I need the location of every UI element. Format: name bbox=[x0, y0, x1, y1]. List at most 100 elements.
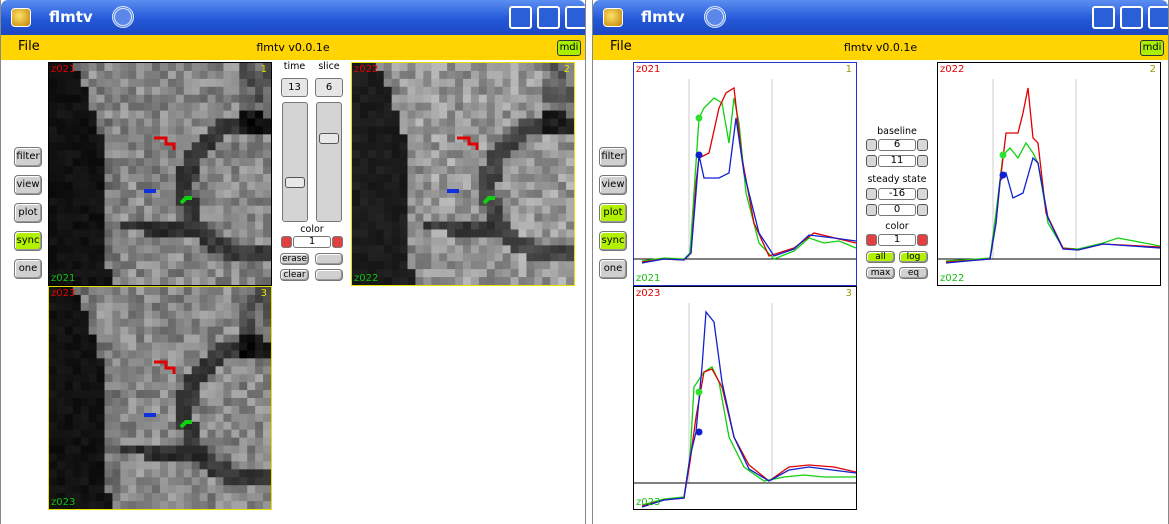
pixel bbox=[431, 261, 439, 269]
pixel bbox=[105, 430, 113, 438]
arrow-left[interactable] bbox=[281, 236, 292, 248]
arrow-right[interactable] bbox=[917, 204, 928, 216]
log-button[interactable]: log bbox=[899, 251, 928, 263]
side-button[interactable]: plot bbox=[14, 203, 42, 223]
pixel bbox=[263, 79, 271, 87]
clear-button[interactable]: clear bbox=[280, 269, 309, 281]
arrow-right[interactable] bbox=[917, 155, 928, 167]
pixel bbox=[511, 103, 519, 111]
pixel bbox=[471, 174, 479, 182]
pixel bbox=[105, 166, 113, 174]
side-button[interactable]: one bbox=[14, 259, 42, 279]
close-button[interactable] bbox=[565, 6, 586, 29]
pixel bbox=[160, 477, 168, 485]
arrow-left[interactable] bbox=[866, 204, 877, 216]
arrow-left[interactable] bbox=[866, 188, 877, 200]
pixel bbox=[463, 206, 471, 214]
pixel bbox=[239, 206, 247, 214]
pixel bbox=[112, 269, 120, 277]
side-button[interactable]: plot bbox=[599, 203, 627, 223]
pixel bbox=[487, 206, 495, 214]
slider-thumb[interactable] bbox=[319, 133, 339, 144]
pixel bbox=[120, 295, 128, 303]
all-button[interactable]: all bbox=[866, 251, 895, 263]
side-button[interactable]: one bbox=[599, 259, 627, 279]
slider-track[interactable] bbox=[316, 102, 342, 222]
pixel bbox=[360, 214, 368, 222]
blank-button[interactable] bbox=[315, 253, 343, 265]
arrow-left[interactable] bbox=[866, 234, 877, 246]
side-button[interactable]: filter bbox=[599, 147, 627, 167]
pixel bbox=[368, 119, 376, 127]
erase-button[interactable]: erase bbox=[280, 253, 309, 265]
pixel bbox=[239, 79, 247, 87]
value-box[interactable]: 11 bbox=[878, 155, 916, 167]
minimize-button[interactable] bbox=[509, 6, 532, 29]
mdi-button[interactable]: mdi bbox=[1140, 40, 1164, 56]
pixel bbox=[376, 214, 384, 222]
pixel bbox=[231, 374, 239, 382]
side-button[interactable]: view bbox=[599, 175, 627, 195]
pixel bbox=[503, 206, 511, 214]
pixel bbox=[152, 350, 160, 358]
eq-button[interactable]: eq bbox=[899, 267, 928, 279]
pixel bbox=[479, 174, 487, 182]
pixel bbox=[408, 150, 416, 158]
value-box[interactable]: -16 bbox=[878, 188, 916, 200]
side-button[interactable]: sync bbox=[599, 231, 627, 251]
value-box[interactable]: 1 bbox=[293, 236, 331, 248]
slider-thumb[interactable] bbox=[285, 177, 305, 188]
arrow-left[interactable] bbox=[866, 139, 877, 151]
value-box[interactable]: 13 bbox=[281, 78, 308, 97]
blank-button[interactable] bbox=[315, 269, 343, 281]
value-box[interactable]: 6 bbox=[315, 78, 343, 97]
pixel bbox=[57, 438, 65, 446]
pixel bbox=[105, 446, 113, 454]
pixel bbox=[89, 382, 97, 390]
arrow-right[interactable] bbox=[917, 234, 928, 246]
pixel bbox=[526, 190, 534, 198]
side-button[interactable]: sync bbox=[14, 231, 42, 251]
spiral-icon[interactable] bbox=[704, 6, 726, 28]
maximize-button[interactable] bbox=[537, 6, 560, 29]
minimize-button[interactable] bbox=[1092, 6, 1115, 29]
value-box[interactable]: 1 bbox=[878, 234, 916, 246]
pixel bbox=[542, 222, 550, 230]
side-button[interactable]: filter bbox=[14, 147, 42, 167]
pixel bbox=[415, 79, 423, 87]
pixel bbox=[152, 103, 160, 111]
pixel bbox=[105, 87, 113, 95]
pixel bbox=[263, 119, 271, 127]
pixel bbox=[439, 174, 447, 182]
pixel bbox=[128, 158, 136, 166]
pixel bbox=[136, 79, 144, 87]
value-box[interactable]: 6 bbox=[878, 139, 916, 151]
arrow-right[interactable] bbox=[917, 188, 928, 200]
pixel bbox=[352, 198, 360, 206]
mdi-button[interactable]: mdi bbox=[557, 40, 581, 56]
arrow-right[interactable] bbox=[917, 139, 928, 151]
arrow-right[interactable] bbox=[332, 236, 343, 248]
arrow-left[interactable] bbox=[866, 155, 877, 167]
slider-track[interactable] bbox=[282, 102, 308, 222]
pixel bbox=[392, 87, 400, 95]
pixel bbox=[495, 134, 503, 142]
spiral-icon[interactable] bbox=[112, 6, 134, 28]
maximize-button[interactable] bbox=[1120, 6, 1143, 29]
max-button[interactable]: max bbox=[866, 267, 895, 279]
pixel bbox=[352, 126, 360, 134]
pixel bbox=[511, 63, 519, 71]
pixel bbox=[89, 454, 97, 462]
value-box[interactable]: 0 bbox=[878, 204, 916, 216]
pixel bbox=[144, 277, 152, 285]
side-button[interactable]: view bbox=[14, 175, 42, 195]
close-button[interactable] bbox=[1148, 6, 1169, 29]
pixel bbox=[408, 253, 416, 261]
pixel bbox=[247, 95, 255, 103]
